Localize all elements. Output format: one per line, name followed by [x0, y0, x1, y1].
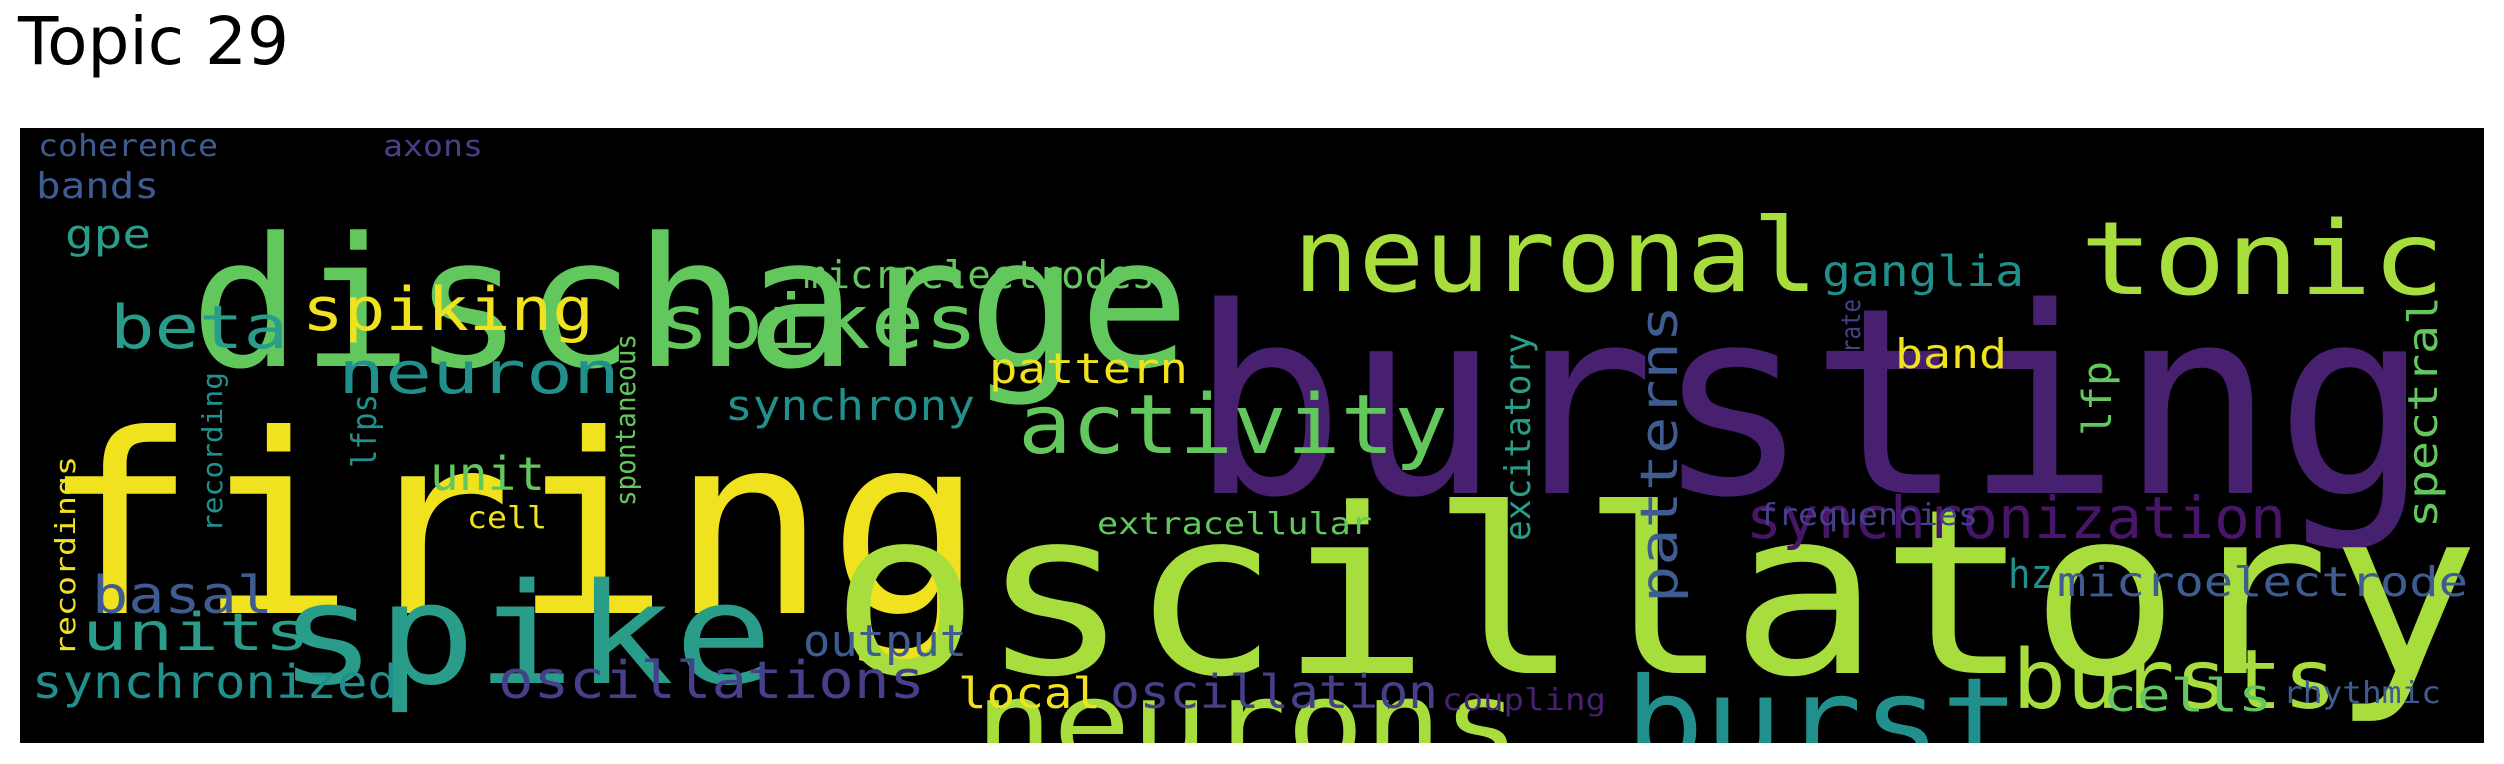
word-cloud: bursting firing oscillatory discharge spike n… [20, 128, 2484, 743]
word-ganglia: ganglia [1822, 247, 2024, 297]
word-oscillation: oscillation [1110, 665, 1438, 719]
word-burst: burst [1625, 653, 2020, 743]
word-lfp: lfp [2075, 361, 2121, 436]
word-unit: unit [430, 447, 545, 501]
word-spiking: spiking [302, 275, 594, 345]
word-patterns: patterns [1630, 305, 1690, 603]
word-oscillations: oscillations [498, 651, 925, 711]
word-neuronal: neuronal [1293, 197, 1818, 316]
word-spikes: spikes [656, 278, 978, 366]
word-axons: axons [383, 129, 483, 163]
word-cells: cells [2103, 669, 2272, 722]
word-oscillatory: oscillatory [830, 461, 2480, 728]
word-cell: cell [467, 501, 547, 536]
word-hz: hz [2008, 552, 2053, 598]
word-bursts: bursts [2012, 633, 2337, 728]
word-synchrony: synchrony [725, 381, 975, 430]
word-recordings: recordings [49, 456, 82, 656]
page-title: Topic 29 [18, 3, 289, 80]
word-neuron: neuron [338, 339, 620, 407]
word-coupling: coupling [1442, 683, 1606, 718]
word-excitatory: excitatory [1498, 333, 1539, 541]
word-rate: rate [1836, 299, 1867, 353]
word-local: local [958, 669, 1101, 719]
word-spontaneous: spontaneous [609, 334, 642, 506]
word-band: band [1895, 330, 2007, 378]
word-basal: basal [92, 566, 273, 626]
word-recording: recording [196, 372, 229, 532]
word-bands: bands [36, 166, 159, 207]
word-synchronized: synchronized [32, 655, 398, 709]
word-rhythmic: rhythmic [2283, 676, 2441, 711]
word-firing: firing [40, 381, 985, 672]
word-output: output [803, 616, 967, 667]
word-tonic: tonic [2080, 200, 2445, 319]
word-extracellular: extracellular [1097, 507, 1372, 542]
word-microelectrodes: microelectrodes [803, 253, 1155, 297]
word-lfps: lfps [345, 394, 385, 468]
word-spectral: spectral [2399, 296, 2447, 528]
word-activity: activity [1018, 378, 1448, 473]
word-coherence: coherence [38, 129, 218, 164]
word-gpe: gpe [65, 212, 151, 258]
word-microelectrode: microelectrode [2057, 558, 2468, 606]
word-spike: spike [278, 554, 773, 717]
word-synchronization: synchronization [1746, 484, 2286, 552]
word-pattern: pattern [989, 344, 1188, 393]
word-beta: beta [110, 293, 288, 363]
word-discharge: discharge [190, 200, 1190, 409]
word-units: units [82, 603, 310, 663]
word-bursting: bursting [1190, 253, 2430, 555]
word-frequencies: frequencies [1758, 498, 1978, 533]
word-neurons: neurons [975, 657, 1520, 743]
